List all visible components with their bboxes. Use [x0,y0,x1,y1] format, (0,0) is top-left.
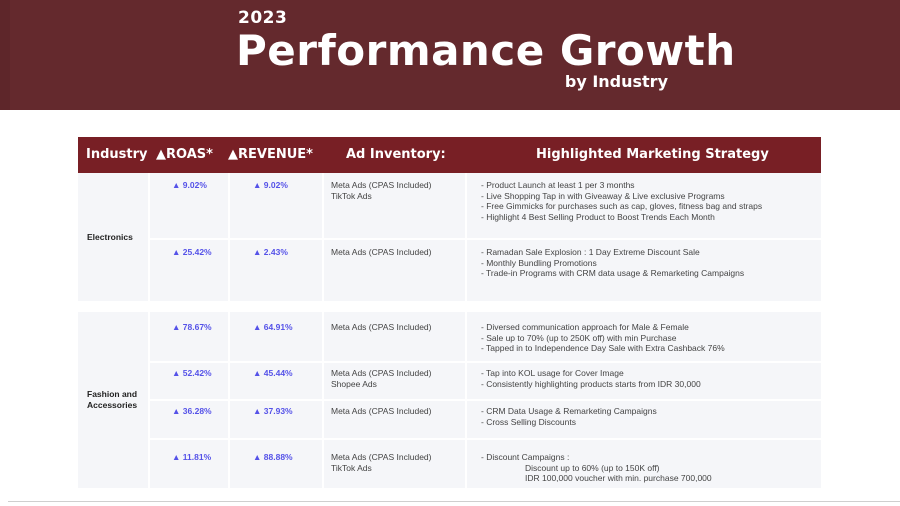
title-banner-panel [10,0,900,110]
revenue-cell [228,399,322,438]
roas-value: ▲ 11.81% [172,452,212,462]
revenue-cell [228,238,322,301]
roas-cell [148,438,228,488]
strategy-text: - Ramadan Sale Explosion : 1 Day Extreme… [481,247,745,278]
header-ad-inventory: Ad Inventory: [346,147,446,162]
group-fashion-accessories: Fashion and Accessories ▲ 78.67% ▲ 64.91… [78,312,821,488]
revenue-value: ▲ 2.43% [253,247,288,257]
header-revenue: ▲REVENUE* [228,147,313,162]
roas-value: ▲ 78.67% [172,322,212,332]
header-strategy: Highlighted Marketing Strategy [536,147,769,162]
inventory-cell [322,238,465,301]
roas-value: ▲ 25.42% [172,247,212,257]
inventory-text: Meta Ads (CPAS Included) [331,322,432,332]
roas-value: ▲ 9.02% [172,180,207,190]
strategy-cell [465,238,821,301]
roas-cell [148,361,228,399]
industry-cell [78,173,148,301]
strategy-text: - Product Launch at least 1 per 3 months… [481,180,763,222]
inventory-text: Meta Ads (CPAS Included) [331,247,432,257]
roas-cell [148,312,228,361]
revenue-value: ▲ 64.91% [253,322,293,332]
revenue-value: ▲ 45.44% [253,368,293,378]
roas-value: ▲ 36.28% [172,406,212,416]
roas-cell [148,173,228,238]
strategy-cell [465,312,821,361]
strategy-cell [465,361,821,399]
strategy-text: - Tap into KOL usage for Cover Image - C… [481,368,701,389]
group-electronics: Electronics ▲ 9.02% ▲ 9.02% Meta Ads (CP… [78,173,821,301]
title-year: 2023 [238,8,288,28]
revenue-value: ▲ 37.93% [253,406,293,416]
strategy-cell [465,399,821,438]
revenue-cell [228,173,322,238]
industry-label: Fashion and Accessories [87,389,138,410]
revenue-cell [228,361,322,399]
header-roas: ▲ROAS* [156,147,213,162]
strategy-text: - CRM Data Usage & Remarketing Campaigns… [481,406,657,427]
inventory-text: Meta Ads (CPAS Included) TikTok Ads [331,452,432,473]
strategy-text: - Diversed communication approach for Ma… [481,322,725,353]
industry-label: Electronics [87,232,133,242]
table-header: Industry ▲ROAS* ▲REVENUE* Ad Inventory: … [78,137,821,173]
revenue-cell [228,312,322,361]
roas-cell [148,238,228,301]
revenue-value: ▲ 9.02% [253,180,288,190]
revenue-value: ▲ 88.88% [253,452,293,462]
page-subtitle: by Industry [564,72,668,91]
footer-divider [8,501,900,502]
title-banner [0,0,900,110]
strategy-text: - Discount Campaigns : Discount up to 60… [481,452,712,483]
inventory-cell [322,399,465,438]
inventory-cell [322,361,465,399]
inventory-cell [322,312,465,361]
roas-cell [148,399,228,438]
strategy-cell [465,438,821,488]
header-industry: Industry [86,147,148,162]
roas-value: ▲ 52.42% [172,368,212,378]
inventory-cell [322,173,465,238]
revenue-cell [228,438,322,488]
page-title: Performance Growth [236,26,736,75]
inventory-text: Meta Ads (CPAS Included) TikTok Ads [331,180,432,201]
inventory-text: Meta Ads (CPAS Included) [331,406,432,416]
inventory-cell [322,438,465,488]
industry-cell [78,312,148,488]
strategy-cell [465,173,821,238]
inventory-text: Meta Ads (CPAS Included) Shopee Ads [331,368,432,389]
